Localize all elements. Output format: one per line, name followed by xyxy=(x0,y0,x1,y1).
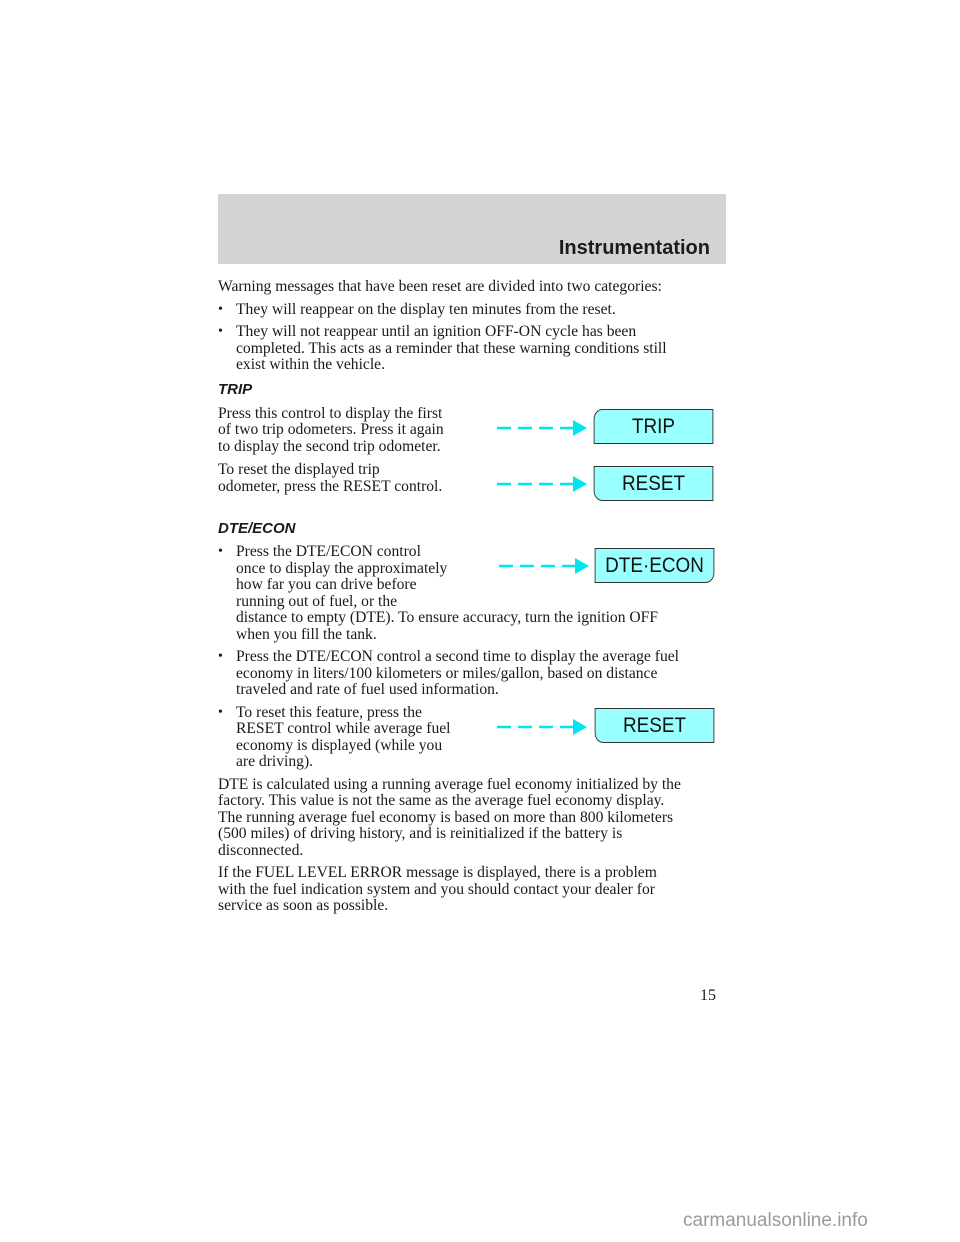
text-line: They will not reappear until an ignition… xyxy=(236,323,637,340)
text-line: are driving). xyxy=(236,753,314,770)
text-line: service as soon as possible. xyxy=(218,897,389,914)
text-line: with the fuel indication system and you … xyxy=(218,881,655,898)
text-line: Press this control to display the first xyxy=(218,405,443,422)
text-line: distance to empty (DTE). To ensure accur… xyxy=(236,609,658,626)
text-line: completed. This acts as a reminder that … xyxy=(236,340,667,357)
text-line: To reset this feature, press the xyxy=(236,704,422,721)
text-line: RESET control while average fuel xyxy=(236,720,451,737)
text-line: (500 miles) of driving history, and is r… xyxy=(218,825,623,842)
text-line: exist within the vehicle. xyxy=(236,356,385,373)
text-line: odometer, press the RESET control. xyxy=(218,478,443,495)
text-line: Warning messages that have been reset ar… xyxy=(218,278,662,295)
bullet-icon: • xyxy=(218,302,223,317)
arrow-icon xyxy=(497,476,587,492)
text-line: If the FUEL LEVEL ERROR message is displ… xyxy=(218,864,657,881)
section-header-band: Instrumentation xyxy=(218,194,726,264)
bullet-icon: • xyxy=(218,544,223,559)
text-line: DTE is calculated using a running averag… xyxy=(218,776,681,793)
bullet-icon: • xyxy=(218,705,223,720)
text-line: running out of fuel, or the xyxy=(236,593,398,610)
reset-button-illustration: RESET xyxy=(593,466,714,501)
text-line: when you fill the tank. xyxy=(236,626,377,643)
text-line: traveled and rate of fuel used informati… xyxy=(236,681,499,698)
watermark: carmanualsonline.info xyxy=(683,1210,868,1231)
text-line: disconnected. xyxy=(218,842,304,859)
text-line: to display the second trip odometer. xyxy=(218,438,441,455)
arrow-icon xyxy=(497,719,587,735)
section-title: Instrumentation xyxy=(558,237,710,259)
text-line: Press the DTE/ECON control a second time… xyxy=(236,648,679,665)
text-line: factory. This value is not the same as t… xyxy=(218,792,665,809)
page-number: 15 xyxy=(700,987,716,1004)
text-line: Press the DTE/ECON control xyxy=(236,543,421,560)
trip-button-illustration: TRIP xyxy=(593,409,714,444)
text-line: economy in liters/100 kilometers or mile… xyxy=(236,665,658,682)
text-line: how far you can drive before xyxy=(236,576,417,593)
dte-econ-button-illustration: DTE·ECON xyxy=(594,548,715,583)
section-heading: TRIP xyxy=(218,381,253,398)
text-line: To reset the displayed trip xyxy=(218,461,380,478)
text-line: They will reappear on the display ten mi… xyxy=(236,301,616,318)
section-heading: DTE/ECON xyxy=(218,520,296,537)
text-line: of two trip odometers. Press it again xyxy=(218,421,444,438)
arrow-icon xyxy=(497,420,587,436)
reset-button-illustration-2: RESET xyxy=(594,708,715,743)
text-line: once to display the approximately xyxy=(236,560,448,577)
arrow-icon xyxy=(499,558,589,574)
bullet-icon: • xyxy=(218,649,223,664)
bullet-icon: • xyxy=(218,324,223,339)
text-line: The running average fuel economy is base… xyxy=(218,809,674,826)
text-line: economy is displayed (while you xyxy=(236,737,443,754)
